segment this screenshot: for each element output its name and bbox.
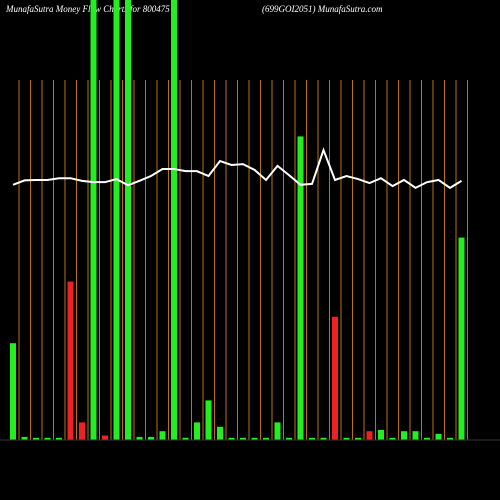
- bar: [113, 0, 120, 440]
- bar: [10, 343, 16, 440]
- bar: [44, 437, 51, 440]
- bar: [447, 437, 453, 440]
- bar: [56, 437, 62, 440]
- flow-line: [12, 147, 463, 190]
- bar: [182, 437, 189, 440]
- bar: [79, 422, 85, 440]
- bar: [33, 437, 39, 440]
- bar: [125, 0, 131, 440]
- bar: [366, 431, 373, 440]
- bar: [343, 437, 350, 440]
- bar: [251, 437, 258, 440]
- bar: [435, 433, 442, 440]
- bar: [297, 136, 304, 440]
- bar: [194, 422, 200, 440]
- bar: [171, 0, 177, 440]
- bar: [320, 437, 327, 440]
- chart-title: MunafaSutra Money Flow Charts for 800475: [5, 4, 170, 14]
- bar: [263, 437, 269, 440]
- bar: [332, 316, 338, 440]
- bar: [205, 400, 212, 440]
- bar: [67, 281, 74, 440]
- bar: [90, 0, 97, 440]
- bar: [458, 237, 465, 440]
- bar: [412, 431, 419, 440]
- bar: [217, 426, 223, 440]
- bar: [309, 437, 315, 440]
- chart-subtitle: (699GOI2051) MunafaSutra.com: [262, 4, 383, 14]
- bar: [286, 437, 292, 440]
- bar: [148, 436, 154, 440]
- bar: [228, 437, 235, 440]
- bar: [389, 437, 396, 440]
- bar: [424, 437, 430, 440]
- bar: [378, 429, 384, 440]
- bar: [102, 435, 108, 440]
- bar: [240, 437, 246, 440]
- bar: [401, 431, 407, 440]
- bar: [355, 437, 361, 440]
- bar: [21, 436, 28, 440]
- bar: [274, 422, 281, 440]
- bar: [136, 436, 143, 440]
- bar: [159, 431, 166, 440]
